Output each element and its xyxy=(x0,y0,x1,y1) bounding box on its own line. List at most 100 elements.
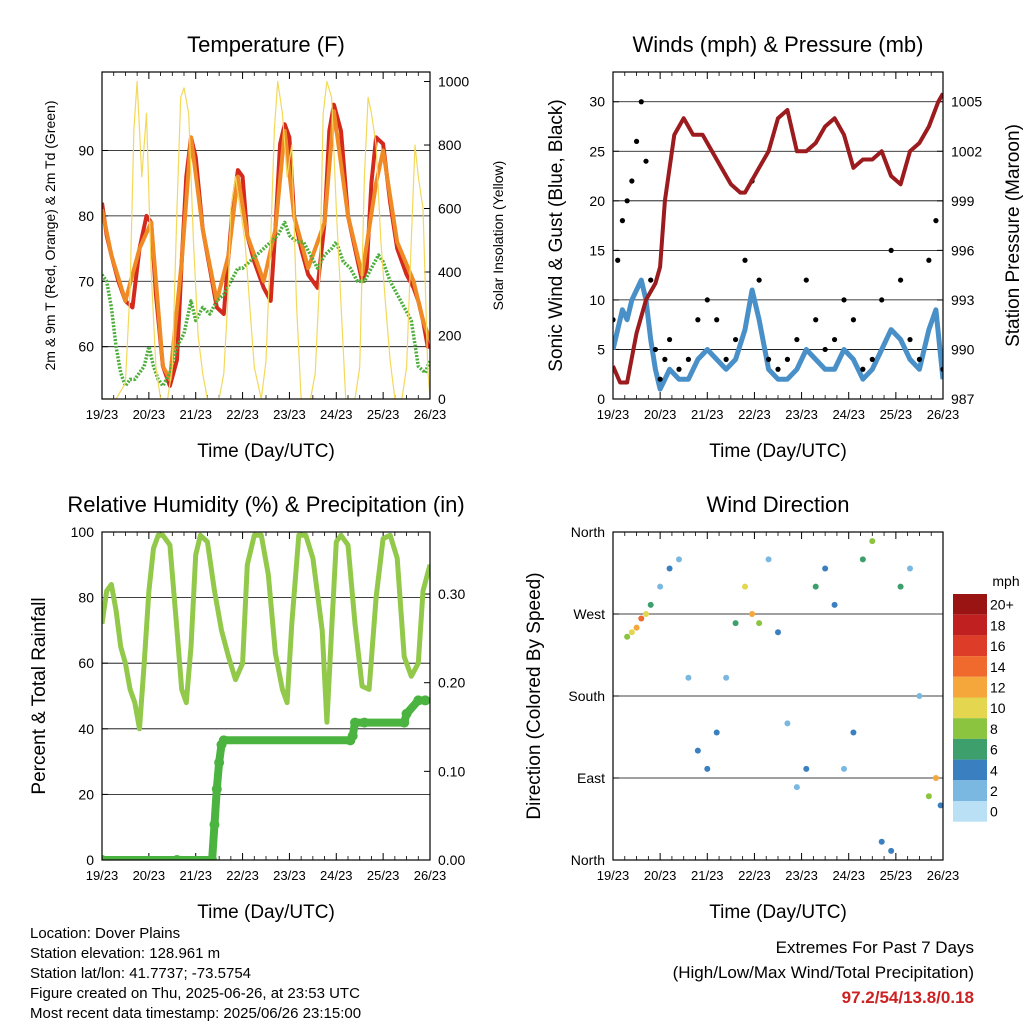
gust-point xyxy=(916,356,923,362)
extremes-values: 97.2/54/13.8/0.18 xyxy=(841,988,974,1007)
y-tick-label: 10 xyxy=(589,292,605,308)
wdir-point xyxy=(732,620,739,627)
extremes-title: Extremes For Past 7 Days xyxy=(775,938,974,957)
series-solar xyxy=(102,80,430,399)
gust-point xyxy=(685,356,692,362)
y-tick-label: 20 xyxy=(78,786,94,802)
gust-point xyxy=(926,257,932,263)
legend-swatch xyxy=(953,594,987,615)
y-tick-label: North xyxy=(571,524,605,540)
created-text: Figure created on Thu, 2025-06-26, at 23… xyxy=(30,985,360,1002)
precip-point xyxy=(214,757,225,768)
legend-label: 10 xyxy=(990,700,1006,716)
speed-legend: mph 20+ 18 16 14 12 10 8 6 4 2 0 xyxy=(953,573,1020,822)
wdir-point xyxy=(694,747,701,754)
gust-point xyxy=(662,356,668,362)
y2-tick-label: 0 xyxy=(438,391,446,407)
gust-point xyxy=(742,257,748,263)
precip-point xyxy=(401,708,412,719)
gust-point xyxy=(643,158,649,164)
legend-label: 12 xyxy=(990,680,1006,696)
y2-tick-label: 1002 xyxy=(951,143,982,159)
y2-tick-label: 0.20 xyxy=(438,675,465,691)
legend-swatch xyxy=(953,718,987,739)
extremes-subtitle: (High/Low/Max Wind/Total Precipitation) xyxy=(672,963,974,982)
legend-label: 18 xyxy=(990,617,1006,633)
wdir-point xyxy=(647,601,654,608)
x-tick-label: 22/23 xyxy=(226,407,259,422)
legend-swatch xyxy=(953,801,987,822)
wdir-point xyxy=(704,765,711,772)
x-tick-label: 26/23 xyxy=(414,407,447,422)
x-axis-label: Time (Day/UTC) xyxy=(197,441,335,462)
chart-panel-2: 0 5 10 15 20 25 30 987 990 993 996 999 1002 1005 19/23… xyxy=(546,32,1024,462)
legend-swatch xyxy=(953,676,987,698)
gust-point xyxy=(831,336,838,343)
series-precip xyxy=(102,696,426,860)
legend-swatch xyxy=(953,697,987,719)
x-tick-label: 20/23 xyxy=(133,407,166,422)
gust-point xyxy=(813,317,819,323)
y-tick-label: South xyxy=(568,688,605,704)
gust-point xyxy=(841,297,847,303)
wdir-point xyxy=(657,583,664,590)
x-tick-label: 26/23 xyxy=(927,407,960,422)
wdir-point xyxy=(643,611,649,617)
wdir-point xyxy=(916,693,923,699)
gust-point xyxy=(638,99,644,105)
gust-point xyxy=(765,356,772,362)
y2-tick-label: 999 xyxy=(951,193,975,209)
legend-swatch xyxy=(953,656,987,677)
y2-tick-label: 200 xyxy=(438,328,462,344)
x-tick-label: 25/23 xyxy=(367,868,400,883)
station-info: Location: Dover Plains Station elevation… xyxy=(30,924,361,1024)
wdir-point xyxy=(793,784,800,791)
gust-point xyxy=(822,346,828,353)
wdir-point xyxy=(628,629,635,636)
x-tick-label: 21/23 xyxy=(179,868,212,883)
y-tick-label: 0 xyxy=(597,391,605,407)
gust-point xyxy=(629,178,635,184)
plot-frame xyxy=(101,531,431,861)
series-rh xyxy=(102,532,430,732)
x-tick-label: 26/23 xyxy=(414,868,447,883)
gust-point xyxy=(933,218,939,224)
wdir-point xyxy=(685,674,692,681)
wdir-point xyxy=(897,583,904,590)
legend-swatch xyxy=(953,738,987,760)
x-tick-label: 22/23 xyxy=(226,868,259,883)
series-t9m xyxy=(102,109,430,382)
series-td2m xyxy=(102,220,430,388)
y2-tick-label: 0.00 xyxy=(438,852,465,868)
location-text: Location: Dover Plains xyxy=(30,925,181,942)
plot-area xyxy=(624,538,943,854)
legend-swatch xyxy=(953,780,987,801)
y2-tick-label: 0.10 xyxy=(438,763,465,779)
gust-point xyxy=(775,366,781,372)
wdir-point xyxy=(723,674,730,681)
y-tick-label: 0 xyxy=(86,852,94,868)
y-tick-label: 60 xyxy=(78,339,94,355)
y2-axis-label: Solar Insolation (Yellow) xyxy=(490,161,506,311)
y-tick-label: 30 xyxy=(589,94,605,110)
y-tick-label: 5 xyxy=(597,341,605,357)
x-tick-label: 20/23 xyxy=(644,407,677,422)
series-wind xyxy=(613,277,943,392)
chart-panel-3: 0 20 40 60 80 100 0.00 0.10 0.20 0.30 19/23 20/23 21… xyxy=(29,492,465,923)
legend-swatch xyxy=(953,635,987,657)
x-tick-label: 23/23 xyxy=(785,407,818,422)
wdir-point xyxy=(869,538,876,545)
gust-point xyxy=(897,277,904,283)
y-tick-label: 25 xyxy=(589,143,605,159)
legend-label: 2 xyxy=(990,783,998,799)
x-tick-label: 24/23 xyxy=(320,407,353,422)
latlon-text: Station lat/lon: 41.7737; -73.5754 xyxy=(30,965,252,982)
gust-point xyxy=(657,376,663,382)
legend-label: 6 xyxy=(990,742,998,758)
legend-label: 14 xyxy=(990,659,1006,675)
y2-tick-label: 1005 xyxy=(951,94,982,110)
y-tick-label: 80 xyxy=(78,208,94,224)
legend-label: 4 xyxy=(990,762,998,778)
gust-point xyxy=(613,317,616,323)
